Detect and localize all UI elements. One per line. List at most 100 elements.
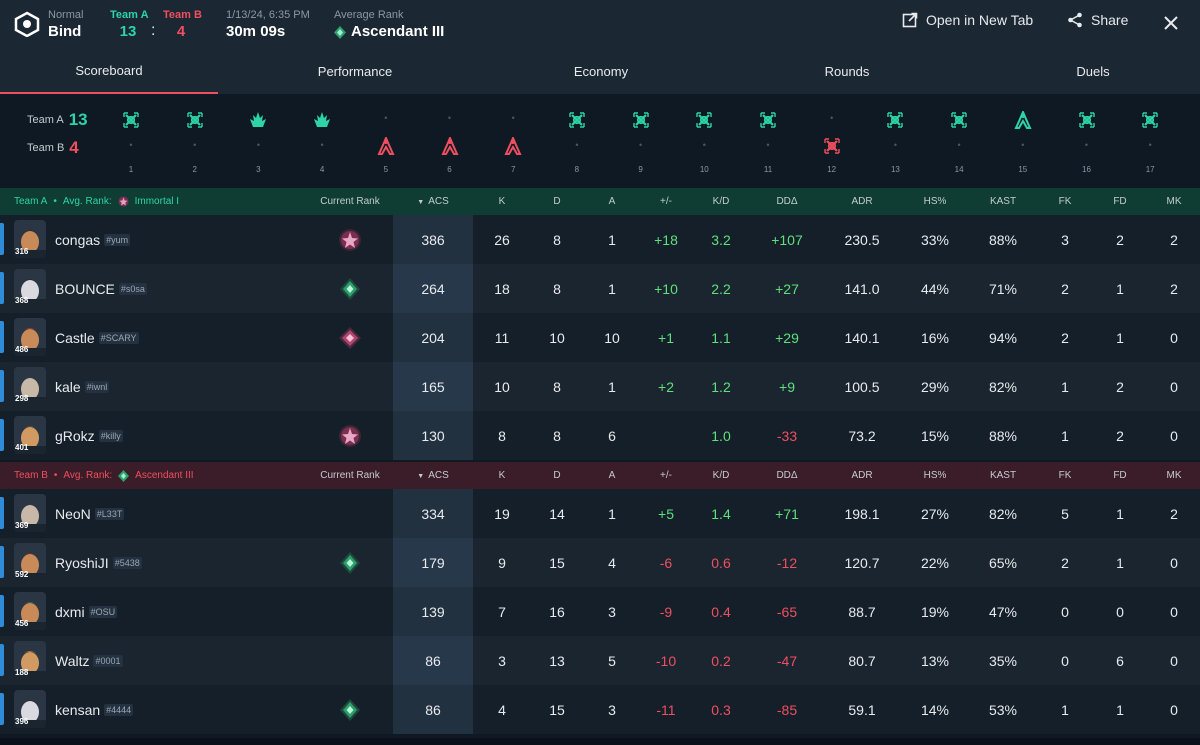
player-name-link[interactable]: kensan #4444 xyxy=(55,685,134,734)
column-header-kast[interactable]: KAST xyxy=(989,196,1017,207)
column-header-dd-[interactable]: DDΔ xyxy=(776,196,798,207)
player-row[interactable]: 316 congas #yum 386 26 8 1 +18 3.2 +107 230.5 33% 88… xyxy=(0,215,1200,264)
column-header-a[interactable]: A xyxy=(608,196,616,207)
player-name-link[interactable]: kale #iwnl xyxy=(55,362,110,411)
player-row[interactable]: 592 RyoshiJI #5438 179 9 15 4 -6 0.6 -12 120.7 22% 6… xyxy=(0,538,1200,587)
tab-economy[interactable]: Economy xyxy=(573,63,629,79)
tab-performance[interactable]: Performance xyxy=(317,63,393,79)
column-header-fk[interactable]: FK xyxy=(1058,196,1072,207)
spike-detonate-icon xyxy=(313,111,331,129)
teamB-header: Team B • Avg. Rank: Ascendant III Curren… xyxy=(0,462,1200,489)
column-header-fd[interactable]: FD xyxy=(1113,196,1127,207)
player-name-link[interactable]: RyoshiJI #5438 xyxy=(55,538,142,587)
column-header-a[interactable]: A xyxy=(608,470,616,481)
column-header-k-d[interactable]: K/D xyxy=(712,470,730,481)
column-header-hs-[interactable]: HS% xyxy=(923,196,947,207)
stat-first-deaths: 2 xyxy=(1116,378,1124,395)
player-row[interactable]: 401 gRokz #killy 130 8 8 6 1.0 -33 73.2 15% 88% 1 2 0 xyxy=(0,411,1200,460)
column-header-k[interactable]: K xyxy=(498,470,506,481)
round-empty-dot: • xyxy=(957,140,961,150)
column-header-k[interactable]: K xyxy=(498,196,506,207)
stat-deaths: 14 xyxy=(549,505,565,522)
stat-deaths: 8 xyxy=(553,231,561,248)
player-row[interactable]: 298 kale #iwnl 165 10 8 1 +2 1.2 +9 100.5 29% 82% 1 2 0 xyxy=(0,362,1200,411)
player-row[interactable]: 396 kensan #4444 86 4 15 3 -11 0.3 -85 59.1 14% 53% 1… xyxy=(0,685,1200,734)
tab-scoreboard[interactable]: Scoreboard xyxy=(0,48,218,94)
teamB-label: Team B xyxy=(163,9,202,21)
player-name-link[interactable]: dxmi #OSU xyxy=(55,587,118,636)
column-header-adr[interactable]: ADR xyxy=(851,470,873,481)
round-number: 2 xyxy=(192,165,197,174)
stat-first-kills: 3 xyxy=(1061,231,1069,248)
player-name: Castle xyxy=(55,329,95,346)
round-empty-dot: • xyxy=(702,140,706,150)
column-header-current-rank[interactable]: Current Rank xyxy=(320,470,380,481)
elimination-icon xyxy=(122,111,140,129)
player-name-link[interactable]: BOUNCE #s0sa xyxy=(55,264,147,313)
map-name: Bind xyxy=(48,23,82,40)
stat-acs: 179 xyxy=(421,554,445,571)
stat-kast: 35% xyxy=(988,652,1018,669)
stat-first-deaths: 1 xyxy=(1116,505,1124,522)
column-header-acs[interactable]: ▼ ACS xyxy=(393,196,473,207)
stat-acs: 386 xyxy=(421,231,445,248)
agent-avatar xyxy=(14,318,46,356)
match-datetime: 1/13/24, 6:35 PM xyxy=(226,9,310,21)
column-header-hs-[interactable]: HS% xyxy=(923,470,947,481)
agent-avatar xyxy=(14,494,46,532)
column-header-mk[interactable]: MK xyxy=(1166,196,1182,207)
player-name-link[interactable]: NeoN #L33T xyxy=(55,489,125,538)
player-row[interactable]: 369 NeoN #L33T 334 19 14 1 +5 1.4 +71 198.1 27% 82% 5… xyxy=(0,489,1200,538)
player-name-link[interactable]: gRokz #killy xyxy=(55,411,123,460)
column-header-fk[interactable]: FK xyxy=(1058,470,1072,481)
round-empty-dot: • xyxy=(511,113,515,123)
open-new-tab-button[interactable]: Open in New Tab xyxy=(902,12,1033,28)
round-number: 17 xyxy=(1145,165,1155,174)
acs-highlight xyxy=(393,313,473,362)
stat-kast: 71% xyxy=(988,280,1018,297)
player-row[interactable]: 368 BOUNCE #s0sa 264 18 8 1 +10 2.2 +27 141.0 44% 71… xyxy=(0,264,1200,313)
stat-multi-kills: 0 xyxy=(1170,329,1178,346)
tab-rounds[interactable]: Rounds xyxy=(824,63,870,79)
player-name-link[interactable]: Castle #SCARY xyxy=(55,313,139,362)
column-header-dd-[interactable]: DDΔ xyxy=(776,470,798,481)
teamB-score: 4 xyxy=(176,23,186,40)
round-number: 4 xyxy=(319,165,325,174)
player-name-link[interactable]: Waltz #0001 xyxy=(55,636,123,685)
ascendant-rank-icon xyxy=(118,469,130,482)
close-icon[interactable] xyxy=(1162,14,1180,32)
player-accent-bar xyxy=(0,223,4,255)
stat-deaths: 16 xyxy=(549,603,565,620)
player-name-link[interactable]: congas #yum xyxy=(55,215,131,264)
player-row[interactable]: 188 Waltz #0001 86 3 13 5 -10 0.2 -47 80.7 13% 35% 0 6… xyxy=(0,636,1200,685)
stat-deaths: 8 xyxy=(553,280,561,297)
column-header-mk[interactable]: MK xyxy=(1166,470,1182,481)
column-header-d[interactable]: D xyxy=(553,470,561,481)
round-empty-dot: • xyxy=(766,140,770,150)
player-row[interactable]: 456 dxmi #OSU 139 7 16 3 -9 0.4 -65 88.7 19% 47% 0 0 0 xyxy=(0,587,1200,636)
stat-multi-kills: 0 xyxy=(1170,603,1178,620)
column-header-current-rank[interactable]: Current Rank xyxy=(320,196,380,207)
stat-kd-ratio: 1.2 xyxy=(711,378,731,395)
player-accent-bar xyxy=(0,419,4,451)
stat-multi-kills: 0 xyxy=(1170,427,1178,444)
acs-highlight xyxy=(393,362,473,411)
column-header-d[interactable]: D xyxy=(553,196,561,207)
column-header-fd[interactable]: FD xyxy=(1113,470,1127,481)
stat-kills: 10 xyxy=(494,378,510,395)
stat-acs: 204 xyxy=(421,329,445,346)
stat-kast: 88% xyxy=(988,427,1018,444)
column-header--[interactable]: +/- xyxy=(660,470,672,481)
stat-adr: 230.5 xyxy=(844,231,880,248)
player-row[interactable]: 486 Castle #SCARY 204 11 10 10 +1 1.1 +29 140.1 16%… xyxy=(0,313,1200,362)
tab-duels[interactable]: Duels xyxy=(1076,63,1110,79)
column-header-acs[interactable]: ▼ ACS xyxy=(393,470,473,481)
stat-first-deaths: 0 xyxy=(1116,603,1124,620)
share-button[interactable]: Share xyxy=(1067,12,1128,28)
column-header-adr[interactable]: ADR xyxy=(851,196,873,207)
stat-deaths: 15 xyxy=(549,701,565,718)
column-header--[interactable]: +/- xyxy=(660,196,672,207)
column-header-kast[interactable]: KAST xyxy=(989,470,1017,481)
stat-deaths: 10 xyxy=(549,329,565,346)
column-header-k-d[interactable]: K/D xyxy=(712,196,730,207)
